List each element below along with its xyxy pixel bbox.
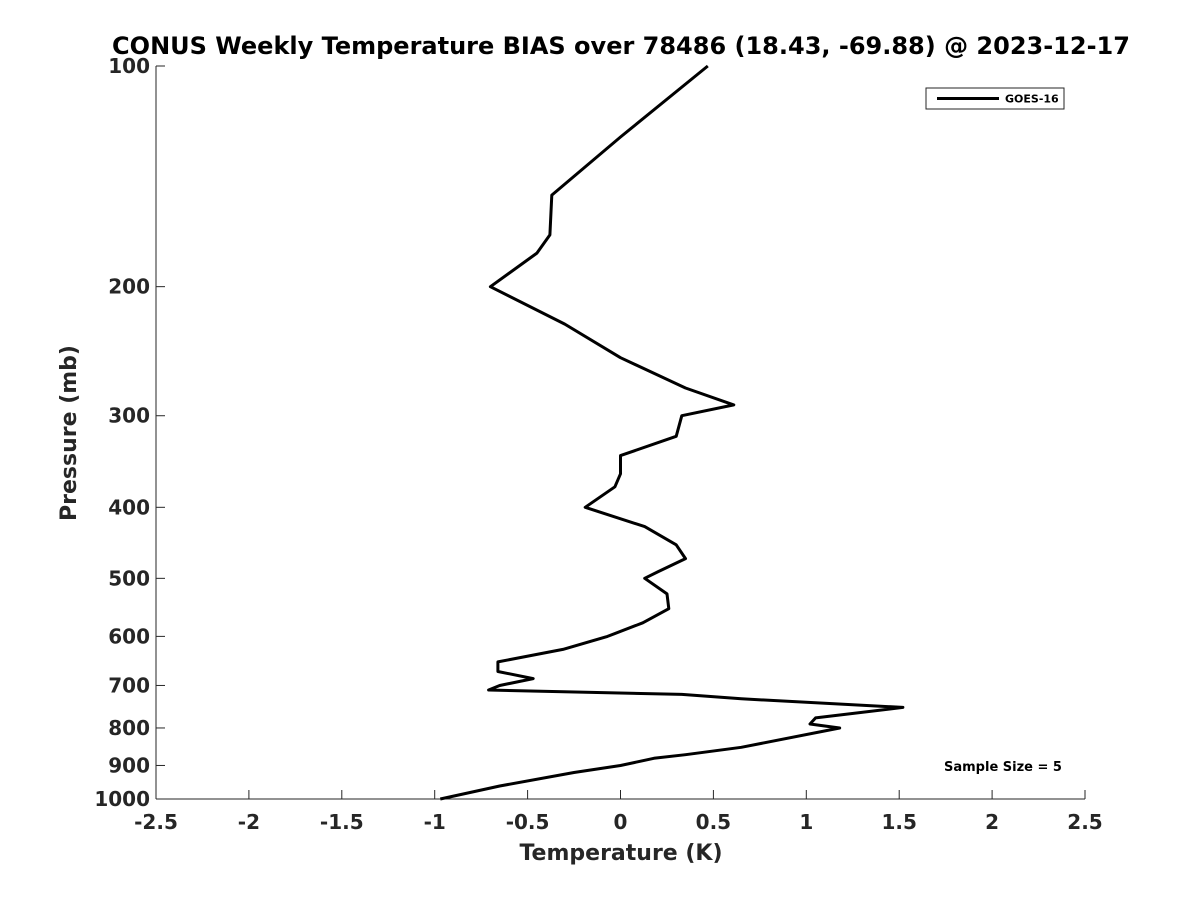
x-tick-label: -1.5 [320, 810, 364, 834]
x-tick-label: 0.5 [696, 810, 731, 834]
sample-size-annotation: Sample Size = 5 [944, 760, 1062, 775]
legend: GOES-16 [925, 87, 1065, 110]
chart-title: CONUS Weekly Temperature BIAS over 78486… [112, 32, 1130, 60]
y-tick-label: 100 [108, 54, 150, 78]
y-tick-label: 200 [108, 275, 150, 299]
x-tick-label: -0.5 [506, 810, 550, 834]
y-tick-label: 400 [108, 495, 150, 519]
y-tick-label: 500 [108, 566, 150, 590]
y-tick-label: 300 [108, 404, 150, 428]
x-tick-label: 0 [614, 810, 628, 834]
y-tick-label: 800 [108, 716, 150, 740]
x-tick-label: -1 [424, 810, 446, 834]
x-tick-label: 2.5 [1067, 810, 1102, 834]
y-ticks: 100 200 300 400 500 600 700 800 900 1000 [94, 54, 165, 811]
plot-axes [155, 66, 1085, 800]
series-line-goes16 [439, 64, 905, 801]
x-tick-label: 1 [799, 810, 813, 834]
x-tick-label: 2 [985, 810, 999, 834]
y-tick-label: 900 [108, 753, 150, 777]
y-tick-label: 700 [108, 673, 150, 697]
x-tick-label: 1.5 [881, 810, 916, 834]
y-tick-label: 600 [108, 624, 150, 648]
legend-label-goes16: GOES-16 [1005, 93, 1059, 106]
x-axis-label: Temperature (K) [519, 841, 722, 866]
y-tick-label: 1000 [94, 787, 150, 811]
x-ticks: -2.5 -2 -1.5 -1 -0.5 0 0.5 1 1.5 2 2.5 [134, 790, 1103, 834]
y-axis-label: Pressure (mb) [57, 345, 82, 521]
x-tick-label: -2.5 [134, 810, 178, 834]
x-tick-label: -2 [238, 810, 260, 834]
